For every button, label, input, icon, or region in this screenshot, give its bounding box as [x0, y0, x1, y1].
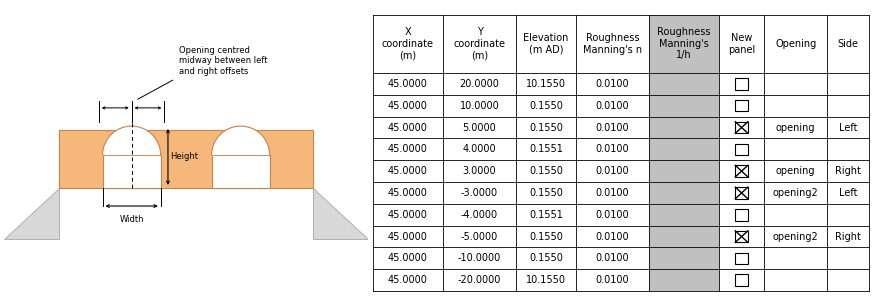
Text: Width: Width: [119, 215, 144, 224]
Text: Y
coordinate
(m): Y coordinate (m): [454, 27, 505, 61]
Text: -3.0000: -3.0000: [461, 188, 498, 198]
Text: 0.0100: 0.0100: [596, 144, 629, 154]
Bar: [735, 100, 748, 112]
Text: X
coordinate
(m): X coordinate (m): [382, 27, 434, 61]
Text: 0.0100: 0.0100: [596, 101, 629, 111]
Text: 45.0000: 45.0000: [388, 79, 427, 89]
Text: 0.1550: 0.1550: [529, 188, 563, 198]
Text: opening2: opening2: [773, 231, 818, 241]
Text: 45.0000: 45.0000: [388, 275, 427, 285]
Text: 0.0100: 0.0100: [596, 188, 629, 198]
Text: 0.0100: 0.0100: [596, 122, 629, 132]
Text: 45.0000: 45.0000: [388, 122, 427, 132]
Text: -20.0000: -20.0000: [458, 275, 501, 285]
Text: Right: Right: [835, 166, 861, 176]
Text: 5.0000: 5.0000: [463, 122, 497, 132]
Text: 0.0100: 0.0100: [596, 166, 629, 176]
Text: 0.0100: 0.0100: [596, 79, 629, 89]
Bar: [735, 144, 748, 155]
Text: New
panel: New panel: [728, 33, 755, 55]
Text: 0.1551: 0.1551: [529, 144, 563, 154]
Text: Left: Left: [839, 122, 858, 132]
Polygon shape: [59, 130, 314, 188]
Text: 0.1550: 0.1550: [529, 231, 563, 241]
Bar: [735, 78, 748, 90]
Text: 4.0000: 4.0000: [463, 144, 497, 154]
Text: 0.1551: 0.1551: [529, 210, 563, 220]
Text: 10.1550: 10.1550: [526, 275, 566, 285]
Polygon shape: [102, 155, 160, 188]
Bar: [735, 275, 748, 286]
Text: opening: opening: [776, 166, 816, 176]
Wedge shape: [102, 126, 160, 155]
Bar: [735, 122, 748, 133]
Text: opening2: opening2: [773, 188, 818, 198]
Text: Roughness
Manning's
1/h: Roughness Manning's 1/h: [657, 27, 710, 61]
Text: 45.0000: 45.0000: [388, 188, 427, 198]
Text: Opening: Opening: [775, 39, 816, 49]
Text: 3.0000: 3.0000: [463, 166, 497, 176]
Bar: [735, 209, 748, 221]
Text: 45.0000: 45.0000: [388, 231, 427, 241]
Text: Right: Right: [835, 231, 861, 241]
Text: Side: Side: [837, 39, 858, 49]
Text: -10.0000: -10.0000: [458, 253, 501, 263]
Text: 10.1550: 10.1550: [526, 79, 566, 89]
Text: opening: opening: [776, 122, 816, 132]
Text: 0.0100: 0.0100: [596, 275, 629, 285]
Text: Opening centred
midway between left
and right offsets: Opening centred midway between left and …: [179, 46, 267, 75]
Polygon shape: [314, 188, 368, 239]
Text: 45.0000: 45.0000: [388, 144, 427, 154]
Wedge shape: [212, 126, 270, 155]
Polygon shape: [212, 155, 270, 188]
Bar: [649, 15, 719, 291]
Text: 45.0000: 45.0000: [388, 210, 427, 220]
Text: Height: Height: [170, 152, 198, 161]
Text: 0.0100: 0.0100: [596, 210, 629, 220]
Bar: [735, 231, 748, 242]
Text: Roughness
Manning's n: Roughness Manning's n: [583, 33, 642, 55]
Text: 0.0100: 0.0100: [596, 231, 629, 241]
Bar: [735, 253, 748, 264]
Text: 45.0000: 45.0000: [388, 253, 427, 263]
Text: 10.0000: 10.0000: [460, 101, 499, 111]
Text: -4.0000: -4.0000: [461, 210, 498, 220]
Text: 0.1550: 0.1550: [529, 253, 563, 263]
Bar: [735, 165, 748, 177]
Bar: [735, 187, 748, 199]
Text: 45.0000: 45.0000: [388, 101, 427, 111]
Text: 0.0100: 0.0100: [596, 253, 629, 263]
Text: 45.0000: 45.0000: [388, 166, 427, 176]
Text: Left: Left: [839, 188, 858, 198]
Text: 20.0000: 20.0000: [460, 79, 499, 89]
Text: -5.0000: -5.0000: [461, 231, 498, 241]
Text: 0.1550: 0.1550: [529, 122, 563, 132]
Text: 0.1550: 0.1550: [529, 166, 563, 176]
Text: 0.1550: 0.1550: [529, 101, 563, 111]
Polygon shape: [4, 188, 59, 239]
Text: Elevation
(m AD): Elevation (m AD): [523, 33, 569, 55]
